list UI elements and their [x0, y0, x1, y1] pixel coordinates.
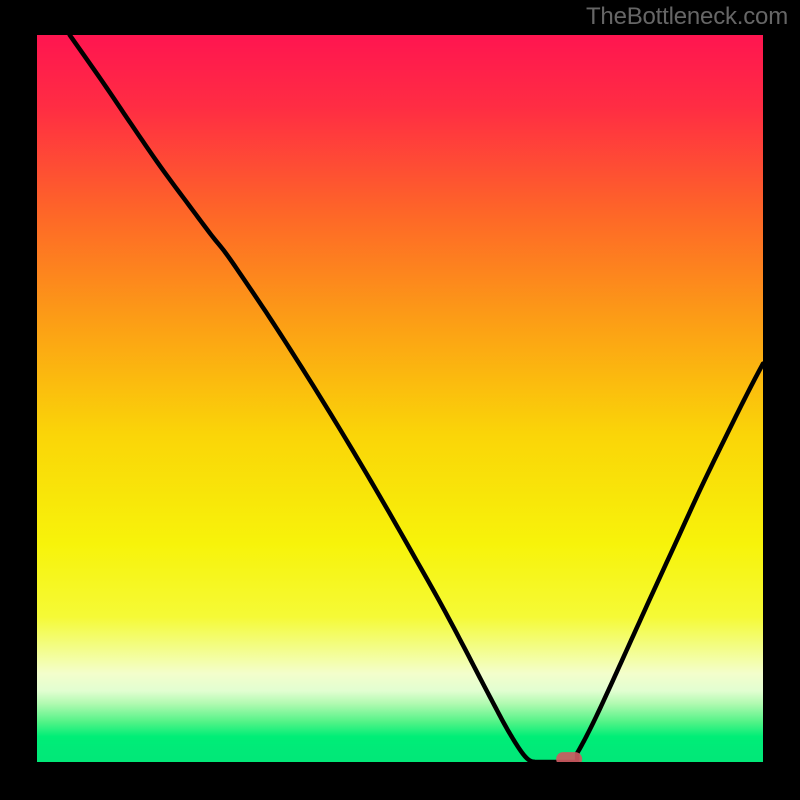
plot-area [37, 35, 763, 762]
watermark-text: TheBottleneck.com [586, 3, 788, 31]
optimal-point-marker [556, 752, 582, 762]
bottleneck-curve-chart [37, 35, 763, 762]
